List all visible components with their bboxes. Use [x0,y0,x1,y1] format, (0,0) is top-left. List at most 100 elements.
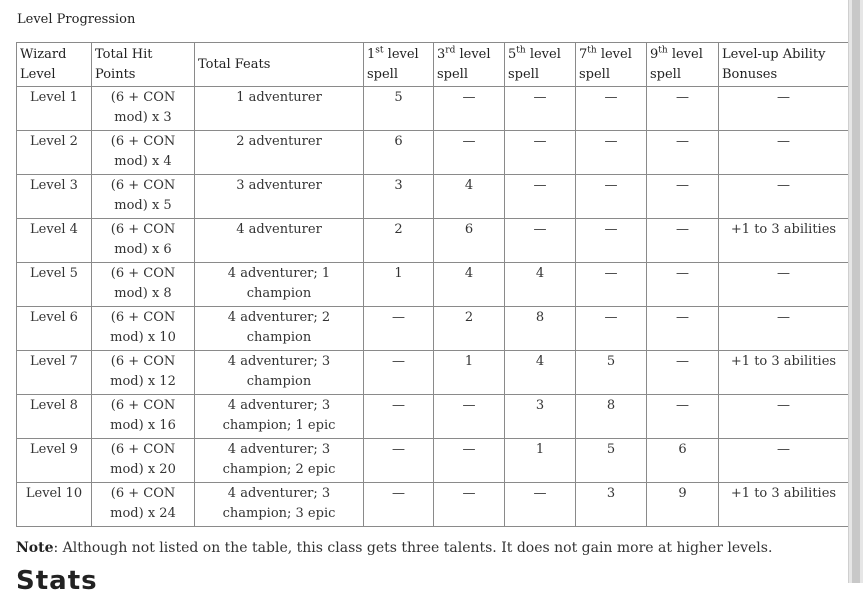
table-row: Level 8 (6 + CON mod) x 16 4 adventurer; 3… [16,394,849,439]
table-cell: (6 + CON mod) x 16 [91,394,195,439]
table-cell: — [575,86,647,131]
table-cell: (6 + CON mod) x 5 [91,174,195,219]
column-header: Wizard Level [16,42,92,87]
column-header: Total Feats [194,42,364,87]
table-cell: — [433,438,505,483]
table-cell: 5 [363,86,434,131]
table-cell: 4 adventurer; 2 champion [194,306,364,351]
table-cell: — [363,306,434,351]
table-cell: 4 adventurer; 3 champion; 1 epic [194,394,364,439]
table-cell: 4 [433,262,505,307]
table-cell: — [575,174,647,219]
scrollbar[interactable] [848,0,863,583]
table-cell: — [575,262,647,307]
table-cell: 1 [363,262,434,307]
table-cell: +1 to 3 abilities [718,218,849,263]
table-cell: 6 [646,438,719,483]
table-cell: 4 [504,350,576,395]
column-header: Level-up Ability Bonuses [718,42,849,87]
table-cell: 8 [575,394,647,439]
header-text: Total Hit Points [95,46,153,82]
note-label: Note [16,540,54,556]
table-cell: — [646,350,719,395]
table-cell: — [718,306,849,351]
table-cell: — [718,130,849,175]
table-cell: — [575,130,647,175]
table-cell: — [363,394,434,439]
scrollbar-thumb[interactable] [852,0,860,583]
header-text: Wizard Level [20,46,67,82]
table-cell: — [646,306,719,351]
table-cell: Level 8 [16,394,92,439]
header-ordinal: th [658,45,668,56]
table-cell: (6 + CON mod) x 24 [91,482,195,527]
table-cell: (6 + CON mod) x 3 [91,86,195,131]
note-text: : Although not listed on the table, this… [53,540,773,556]
table-cell: Level 1 [16,86,92,131]
table-cell: (6 + CON mod) x 4 [91,130,195,175]
table-cell: — [646,174,719,219]
table-row: Level 9 (6 + CON mod) x 20 4 adventurer; 3… [16,438,849,483]
table-cell: 8 [504,306,576,351]
table-cell: — [363,482,434,527]
table-cell: — [504,86,576,131]
table-caption: Level Progression [17,12,136,27]
table-cell: Level 7 [16,350,92,395]
table-cell: — [504,130,576,175]
table-cell: (6 + CON mod) x 8 [91,262,195,307]
column-header: 9th level spell [646,42,719,87]
table-row: Level 6 (6 + CON mod) x 10 4 adventurer; 2… [16,306,849,351]
table-cell: 6 [433,218,505,263]
table-cell: — [718,174,849,219]
level-progression-table: Wizard Level Total Hit Points Total Feats 1… [16,42,849,527]
table-cell: 4 adventurer; 1 champion [194,262,364,307]
table-cell: — [646,262,719,307]
table-cell: 1 adventurer [194,86,364,131]
table-cell: Level 2 [16,130,92,175]
header-text: 9 [650,46,659,62]
table-cell: +1 to 3 abilities [718,482,849,527]
header-rest: level spell [508,46,561,82]
header-ordinal: th [587,45,597,56]
table-cell: — [718,438,849,483]
header-rest: level spell [437,46,491,82]
table-cell: — [575,306,647,351]
table-cell: (6 + CON mod) x 6 [91,218,195,263]
header-text: Total Feats [198,56,271,72]
table-cell: (6 + CON mod) x 12 [91,350,195,395]
table-note: Note: Although not listed on the table, … [16,540,772,556]
table-cell: — [433,482,505,527]
table-cell: — [433,130,505,175]
column-header: Total Hit Points [91,42,195,87]
table-cell: — [504,174,576,219]
table-cell: Level 6 [16,306,92,351]
table-cell: — [433,394,505,439]
table-cell: 3 [504,394,576,439]
table-cell: — [433,86,505,131]
table-cell: (6 + CON mod) x 10 [91,306,195,351]
table-cell: 4 [433,174,505,219]
table-cell: 3 [363,174,434,219]
table-row: Level 7 (6 + CON mod) x 12 4 adventurer; 3… [16,350,849,395]
header-ordinal: st [375,45,384,56]
table-cell: — [363,350,434,395]
table-cell: Level 5 [16,262,92,307]
column-header: 5th level spell [504,42,576,87]
stats-heading: Stats [16,566,98,596]
table-cell: 2 [363,218,434,263]
table-cell: — [646,86,719,131]
table-cell: Level 10 [16,482,92,527]
table-cell: — [718,86,849,131]
table-cell: (6 + CON mod) x 20 [91,438,195,483]
header-text: 1 [367,46,376,62]
table-row: Level 10 (6 + CON mod) x 24 4 adventurer; … [16,482,849,527]
table-cell: — [363,438,434,483]
table-cell: 4 adventurer; 3 champion; 2 epic [194,438,364,483]
table-cell: 1 [433,350,505,395]
table-cell: 2 [433,306,505,351]
